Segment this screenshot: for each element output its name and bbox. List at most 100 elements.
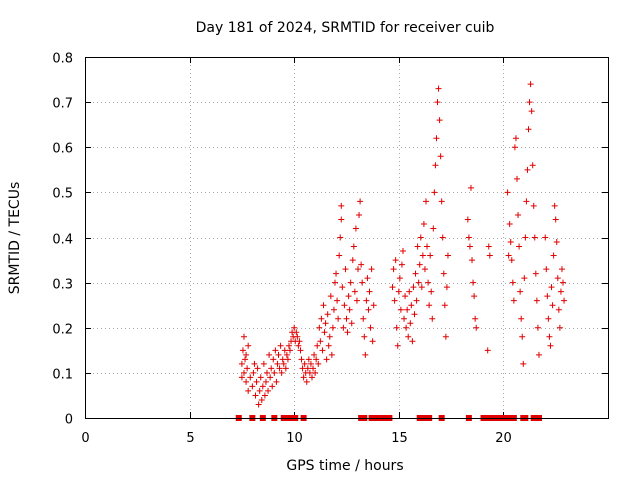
data-point (294, 333, 301, 340)
data-point (401, 315, 408, 322)
data-point (431, 189, 438, 196)
data-point (334, 297, 341, 304)
data-point (320, 302, 327, 309)
data-point (280, 360, 287, 367)
data-point (247, 374, 254, 381)
data-point (366, 288, 373, 295)
data-point (265, 387, 272, 394)
data-point (484, 347, 491, 354)
data-point (548, 284, 555, 291)
data-point (558, 266, 565, 273)
data-point (264, 369, 271, 376)
data-point (367, 324, 374, 331)
data-point (285, 342, 292, 349)
x-axis-title: GPS time / hours (286, 458, 403, 474)
data-point (275, 351, 282, 358)
data-point (338, 216, 345, 223)
data-point (399, 248, 406, 255)
data-point (250, 369, 257, 376)
data-point (245, 342, 252, 349)
data-point (416, 261, 423, 268)
data-point (551, 202, 558, 209)
data-point (358, 261, 365, 268)
data-point (328, 351, 335, 358)
data-point (543, 266, 550, 273)
grid-layer (85, 57, 608, 418)
data-point (435, 85, 442, 92)
data-point (532, 270, 539, 277)
data-point (276, 365, 283, 372)
data-point (390, 266, 397, 273)
data-point (524, 166, 531, 173)
data-point (257, 374, 264, 381)
y-axis-title: SRMTID / TECUs (7, 182, 23, 295)
data-point (273, 378, 280, 385)
chart-title: Day 181 of 2024, SRMTID for receiver cui… (196, 20, 495, 36)
data-point (515, 211, 522, 218)
data-point (433, 135, 440, 142)
data-point (316, 324, 323, 331)
data-point (352, 225, 359, 232)
data-point (533, 297, 540, 304)
data-point (522, 234, 529, 241)
data-point (271, 369, 278, 376)
data-point (337, 234, 344, 241)
data-point (444, 252, 451, 259)
data-point (550, 252, 557, 259)
data-point (398, 261, 405, 268)
data-point (305, 356, 312, 363)
data-point (360, 315, 367, 322)
data-point (424, 243, 431, 250)
data-point (547, 342, 554, 349)
data-point (355, 266, 362, 273)
data-point (411, 311, 418, 318)
data-point (464, 216, 471, 223)
data-point (255, 401, 262, 408)
data-point (256, 387, 263, 394)
data-point (394, 342, 401, 349)
data-point (349, 257, 356, 264)
y-tick-label: 0.2 (52, 323, 73, 338)
data-point (351, 288, 358, 295)
data-point (356, 211, 363, 218)
data-point (252, 392, 259, 399)
data-point (240, 369, 247, 376)
data-point (243, 351, 250, 358)
axis-layer: 0 5 10 15 20 0 0.1 0.2 0.3 0.4 0.5 0.6 0.7 0.8 (52, 52, 608, 446)
data-point (274, 360, 281, 367)
data-point (327, 293, 334, 300)
data-point (549, 302, 556, 309)
data-point (530, 202, 537, 209)
data-point (314, 342, 321, 349)
data-point (297, 347, 304, 354)
data-point (534, 324, 541, 331)
y-tick-label: 0 (65, 413, 73, 428)
data-point (525, 126, 532, 133)
data-point (434, 99, 441, 106)
data-point (279, 356, 286, 363)
data-point (307, 360, 314, 367)
data-point (245, 387, 252, 394)
data-point (505, 252, 512, 259)
data-point (422, 198, 429, 205)
data-point (253, 378, 260, 385)
data-point (546, 333, 553, 340)
y-tick-label: 0.6 (52, 142, 73, 157)
data-point (370, 302, 377, 309)
data-point (526, 99, 533, 106)
data-point (258, 396, 265, 403)
data-point (272, 347, 279, 354)
data-point (287, 347, 294, 354)
data-point (467, 184, 474, 191)
data-point (270, 356, 277, 363)
data-point (311, 351, 318, 358)
data-point (519, 333, 526, 340)
data-point (510, 297, 517, 304)
data-point (465, 234, 472, 241)
data-point (331, 279, 338, 286)
x-tick-label: 0 (81, 431, 89, 446)
data-point (436, 117, 443, 124)
data-point (554, 275, 561, 282)
data-point (410, 284, 417, 291)
data-point (251, 360, 258, 367)
